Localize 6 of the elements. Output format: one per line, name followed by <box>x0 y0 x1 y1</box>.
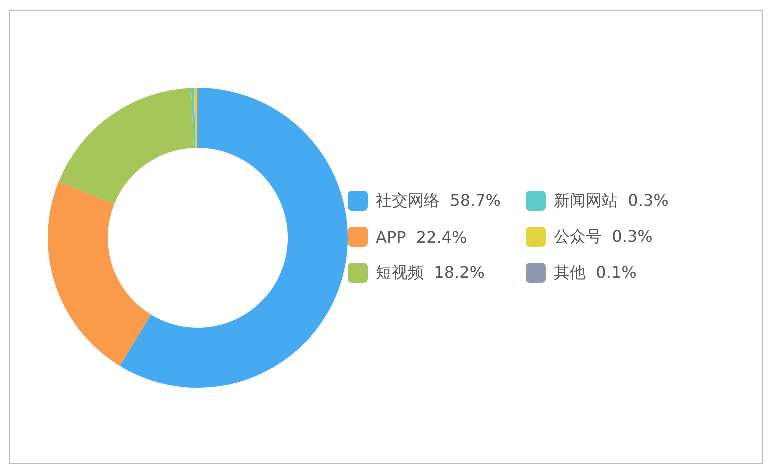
legend-label: 公众号 0.3% <box>554 226 653 248</box>
legend-label: 新闻网站 0.3% <box>554 190 669 212</box>
legend-label: 短视频 18.2% <box>376 262 485 284</box>
legend-label: APP 22.4% <box>376 228 468 246</box>
legend-label: 其他 0.1% <box>554 262 637 284</box>
legend-label: 社交网络 58.7% <box>376 190 501 212</box>
